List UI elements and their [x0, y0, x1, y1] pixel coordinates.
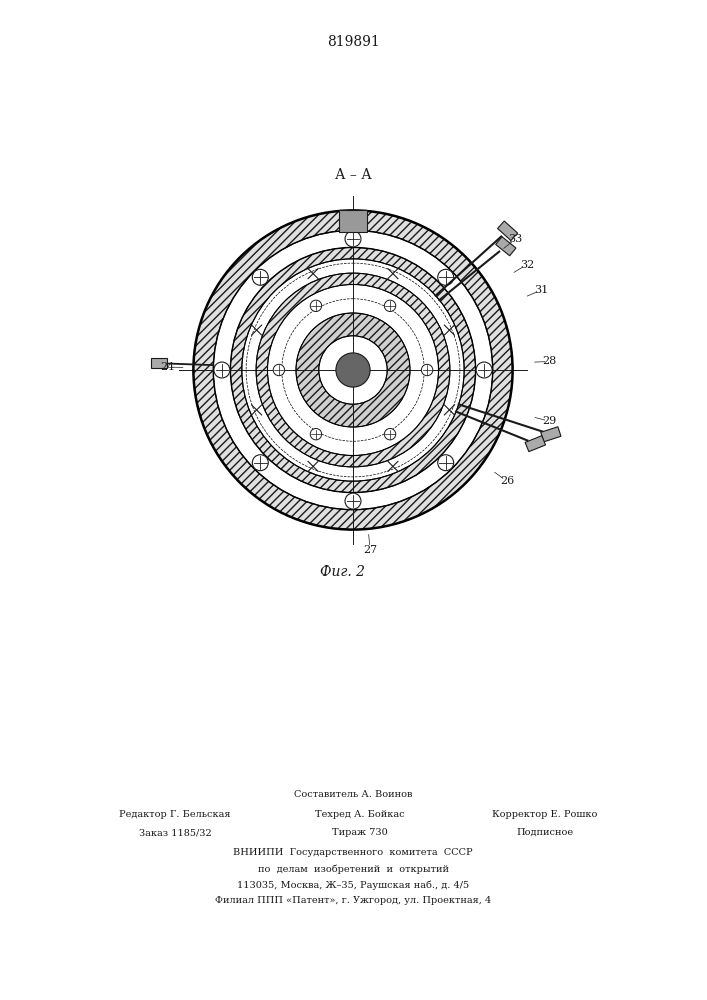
- Text: 113035, Москва, Ж–35, Раушская наб., д. 4/5: 113035, Москва, Ж–35, Раушская наб., д. …: [237, 880, 469, 890]
- Text: ВНИИПИ  Государственного  комитета  СССР: ВНИИПИ Государственного комитета СССР: [233, 848, 473, 857]
- Text: 32: 32: [520, 260, 534, 270]
- Text: 29: 29: [542, 416, 557, 426]
- Text: 31: 31: [534, 285, 548, 295]
- Text: Тираж 730: Тираж 730: [332, 828, 388, 837]
- Circle shape: [421, 364, 433, 376]
- Polygon shape: [525, 436, 546, 452]
- Text: 33: 33: [508, 234, 522, 244]
- Text: 24: 24: [160, 362, 175, 372]
- FancyBboxPatch shape: [151, 358, 168, 368]
- Circle shape: [336, 353, 370, 387]
- Wedge shape: [256, 273, 450, 467]
- Wedge shape: [296, 313, 410, 427]
- Circle shape: [252, 455, 268, 471]
- Text: Корректор Е. Рошко: Корректор Е. Рошко: [492, 810, 597, 819]
- Circle shape: [310, 300, 322, 312]
- Text: Составитель А. Воинов: Составитель А. Воинов: [294, 790, 412, 799]
- Circle shape: [385, 300, 396, 312]
- Text: А – А: А – А: [334, 168, 371, 182]
- Text: по  делам  изобретений  и  открытий: по делам изобретений и открытий: [257, 864, 448, 874]
- Circle shape: [476, 362, 492, 378]
- Text: Фиг. 2: Фиг. 2: [320, 565, 366, 579]
- Text: Подписное: Подписное: [516, 828, 573, 837]
- Polygon shape: [496, 237, 516, 256]
- Text: 28: 28: [542, 356, 557, 366]
- Text: 26: 26: [500, 476, 514, 486]
- Circle shape: [345, 493, 361, 509]
- Circle shape: [345, 231, 361, 247]
- Circle shape: [438, 455, 454, 471]
- Text: 819891: 819891: [327, 35, 380, 49]
- Circle shape: [438, 269, 454, 285]
- Bar: [339, 210, 367, 232]
- Text: Техред А. Бойкас: Техред А. Бойкас: [315, 810, 405, 819]
- Circle shape: [273, 364, 285, 376]
- Circle shape: [214, 362, 230, 378]
- Wedge shape: [230, 247, 476, 493]
- Text: Филиал ППП «Патент», г. Ужгород, ул. Проектная, 4: Филиал ППП «Патент», г. Ужгород, ул. Про…: [215, 896, 491, 905]
- Wedge shape: [194, 210, 513, 530]
- Circle shape: [310, 428, 322, 440]
- Polygon shape: [541, 427, 561, 442]
- Text: Заказ 1185/32: Заказ 1185/32: [139, 828, 211, 837]
- Text: 27: 27: [363, 545, 377, 555]
- Circle shape: [252, 269, 268, 285]
- Polygon shape: [498, 221, 518, 241]
- Circle shape: [385, 428, 396, 440]
- Text: Редактор Г. Бельская: Редактор Г. Бельская: [119, 810, 230, 819]
